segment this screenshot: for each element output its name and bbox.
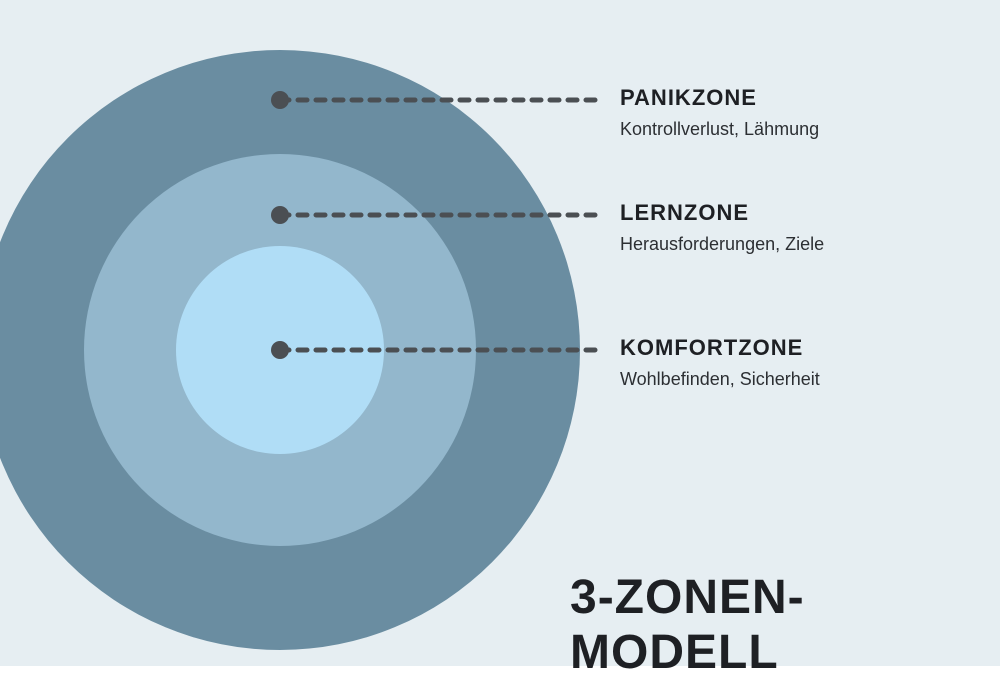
diagram-title: 3-Zonen-Modell — [570, 570, 1000, 680]
zone-subtitle-learn: Herausforderungen, Ziele — [620, 234, 824, 255]
zone-subtitle-comfort: Wohlbefinden, Sicherheit — [620, 369, 820, 390]
leader-dot-comfort — [271, 341, 289, 359]
zone-title-learn: Lernzone — [620, 200, 824, 226]
zone-label-comfort: Komfortzone Wohlbefinden, Sicherheit — [620, 335, 820, 390]
zones-svg — [0, 0, 1000, 666]
diagram-stage: Panikzone Kontrollverlust, Lähmung Lernz… — [0, 0, 1000, 666]
zone-title-panic: Panikzone — [620, 85, 819, 111]
leader-dot-learn — [271, 206, 289, 224]
zone-label-panic: Panikzone Kontrollverlust, Lähmung — [620, 85, 819, 140]
zone-title-comfort: Komfortzone — [620, 335, 820, 361]
zone-label-learn: Lernzone Herausforderungen, Ziele — [620, 200, 824, 255]
zone-subtitle-panic: Kontrollverlust, Lähmung — [620, 119, 819, 140]
leader-dot-panic — [271, 91, 289, 109]
